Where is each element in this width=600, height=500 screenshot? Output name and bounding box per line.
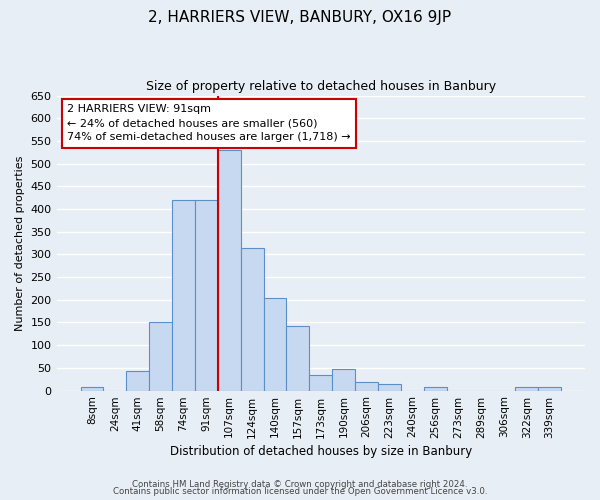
Bar	[172, 200, 195, 390]
Bar	[332, 369, 355, 390]
Bar	[80, 387, 103, 390]
Bar	[149, 322, 172, 390]
Bar	[424, 388, 446, 390]
Bar	[310, 374, 332, 390]
Bar	[241, 248, 263, 390]
Y-axis label: Number of detached properties: Number of detached properties	[15, 156, 25, 330]
Bar	[195, 200, 218, 390]
X-axis label: Distribution of detached houses by size in Banbury: Distribution of detached houses by size …	[170, 444, 472, 458]
Bar	[218, 150, 241, 390]
Bar	[263, 298, 286, 390]
Text: Contains public sector information licensed under the Open Government Licence v3: Contains public sector information licen…	[113, 487, 487, 496]
Bar	[515, 387, 538, 390]
Text: 2, HARRIERS VIEW, BANBURY, OX16 9JP: 2, HARRIERS VIEW, BANBURY, OX16 9JP	[148, 10, 452, 25]
Text: Contains HM Land Registry data © Crown copyright and database right 2024.: Contains HM Land Registry data © Crown c…	[132, 480, 468, 489]
Text: 2 HARRIERS VIEW: 91sqm
← 24% of detached houses are smaller (560)
74% of semi-de: 2 HARRIERS VIEW: 91sqm ← 24% of detached…	[67, 104, 351, 142]
Bar	[538, 387, 561, 390]
Title: Size of property relative to detached houses in Banbury: Size of property relative to detached ho…	[146, 80, 496, 93]
Bar	[286, 326, 310, 390]
Bar	[127, 370, 149, 390]
Bar	[378, 384, 401, 390]
Bar	[355, 382, 378, 390]
